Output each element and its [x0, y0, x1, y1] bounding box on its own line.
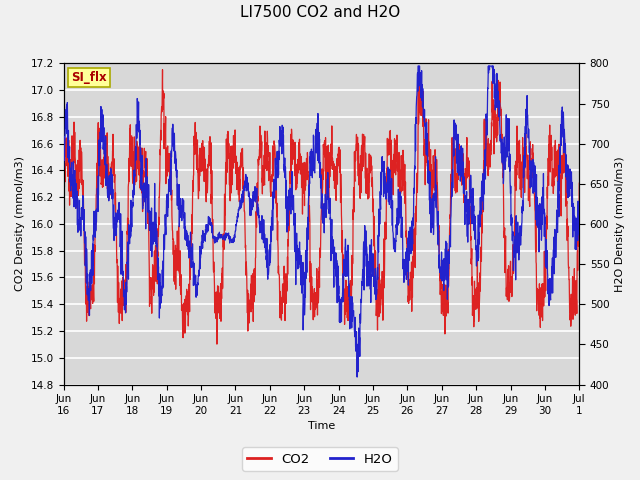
Y-axis label: CO2 Density (mmol/m3): CO2 Density (mmol/m3)	[15, 156, 25, 291]
Legend: CO2, H2O: CO2, H2O	[242, 447, 398, 471]
X-axis label: Time: Time	[308, 421, 335, 432]
Y-axis label: H2O Density (mmol/m3): H2O Density (mmol/m3)	[615, 156, 625, 292]
Text: LI7500 CO2 and H2O: LI7500 CO2 and H2O	[240, 5, 400, 20]
Text: SI_flx: SI_flx	[71, 71, 107, 84]
